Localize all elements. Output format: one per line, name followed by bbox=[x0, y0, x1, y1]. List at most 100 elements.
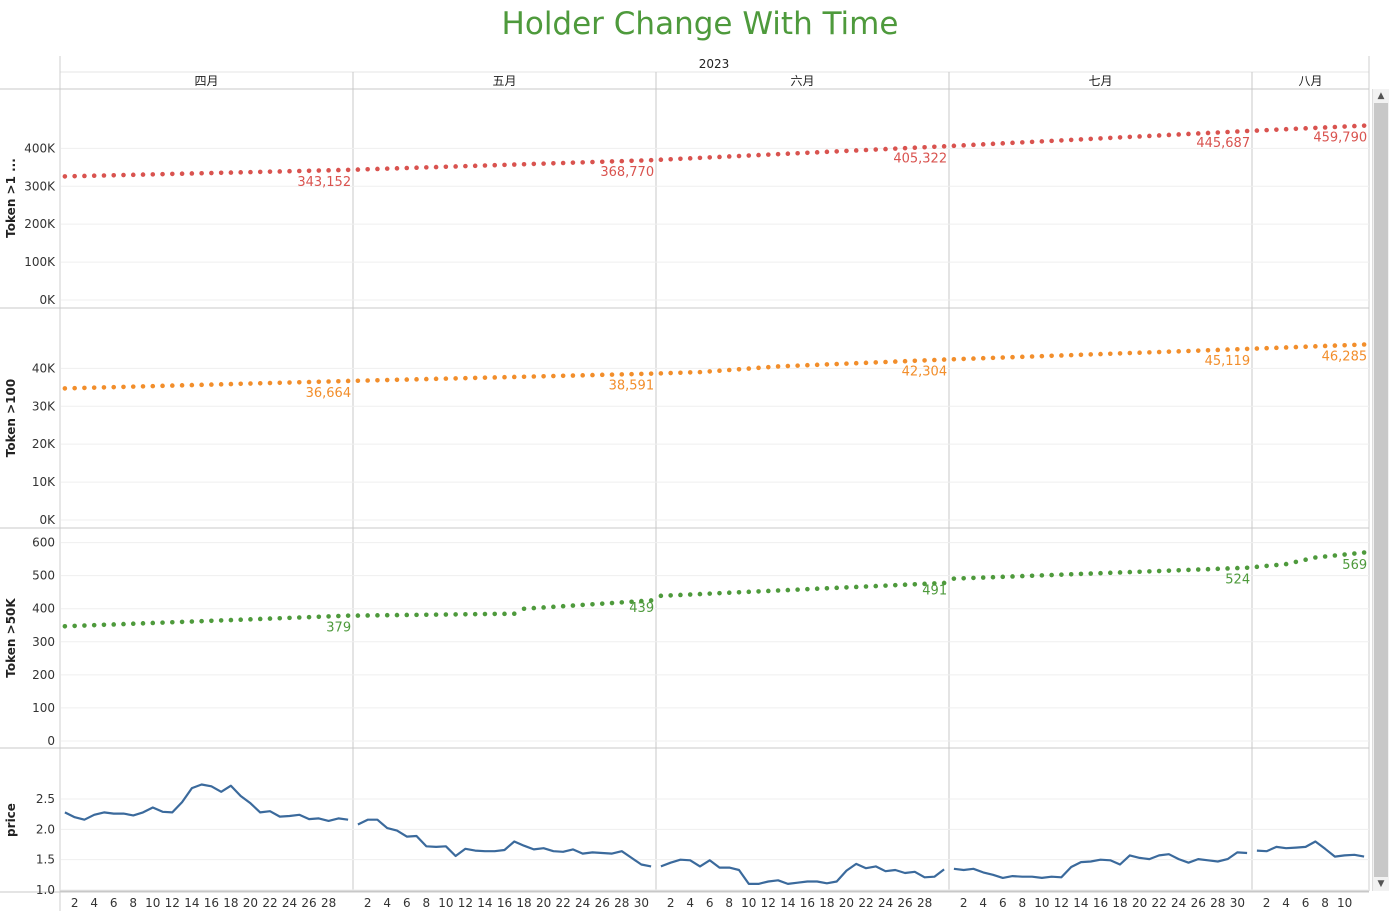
data-point bbox=[1352, 123, 1357, 129]
data-point bbox=[1283, 561, 1289, 567]
y-tick-label: 40K bbox=[32, 361, 56, 375]
data-point bbox=[912, 358, 918, 364]
data-point bbox=[1059, 138, 1064, 143]
data-point bbox=[424, 376, 429, 382]
data-point bbox=[629, 371, 634, 377]
x-tick-label: 14 bbox=[780, 896, 795, 910]
data-point bbox=[785, 151, 791, 157]
data-point bbox=[697, 155, 703, 161]
data-point bbox=[199, 382, 204, 388]
data-point bbox=[375, 613, 380, 618]
data-point bbox=[150, 383, 156, 389]
data-point bbox=[91, 622, 97, 628]
data-point bbox=[531, 161, 537, 167]
data-label: 45,119 bbox=[1205, 354, 1251, 369]
data-point bbox=[590, 372, 595, 378]
data-point bbox=[326, 379, 331, 384]
data-point bbox=[1000, 355, 1006, 360]
data-point bbox=[277, 169, 283, 174]
data-point bbox=[707, 369, 713, 374]
data-point bbox=[1235, 129, 1240, 134]
data-point bbox=[1313, 125, 1318, 131]
data-point bbox=[1274, 345, 1279, 351]
data-point bbox=[1205, 566, 1211, 572]
data-point bbox=[306, 379, 312, 385]
data-point bbox=[971, 575, 976, 581]
data-point bbox=[1195, 348, 1201, 353]
data-point bbox=[1215, 130, 1221, 135]
data-point bbox=[433, 612, 439, 617]
x-tick-label: 16 bbox=[1093, 896, 1108, 910]
data-point bbox=[980, 142, 986, 147]
data-point bbox=[766, 152, 771, 157]
data-point bbox=[834, 361, 839, 367]
x-tick-label: 10 bbox=[145, 896, 160, 910]
data-point bbox=[1049, 353, 1054, 359]
data-point bbox=[580, 373, 585, 378]
data-point bbox=[824, 149, 830, 155]
data-point bbox=[1225, 566, 1230, 571]
y-tick-label: 0 bbox=[47, 734, 55, 748]
data-point bbox=[355, 167, 361, 172]
data-point bbox=[248, 617, 253, 622]
data-point bbox=[179, 171, 185, 177]
data-point bbox=[160, 171, 165, 177]
data-point bbox=[892, 146, 898, 151]
data-point bbox=[1010, 354, 1015, 360]
data-point bbox=[1059, 572, 1064, 577]
y-tick-label: 1.5 bbox=[36, 853, 55, 867]
data-point bbox=[404, 165, 410, 171]
data-point bbox=[1098, 570, 1103, 576]
x-tick-label: 6 bbox=[110, 896, 118, 910]
data-point bbox=[1313, 344, 1318, 349]
data-point bbox=[267, 380, 273, 386]
x-tick-label: 6 bbox=[1302, 896, 1310, 910]
data-point bbox=[101, 622, 107, 628]
data-point bbox=[541, 605, 546, 610]
data-point bbox=[492, 162, 498, 168]
x-tick-label: 2 bbox=[960, 896, 968, 910]
data-point bbox=[687, 370, 693, 375]
scroll-down-icon[interactable]: ▼ bbox=[1377, 879, 1385, 889]
data-point bbox=[375, 166, 380, 172]
data-point bbox=[424, 612, 429, 618]
data-point bbox=[639, 158, 644, 163]
data-point bbox=[1283, 345, 1289, 350]
data-point bbox=[1039, 353, 1045, 359]
data-point bbox=[1137, 569, 1142, 575]
data-point bbox=[824, 585, 830, 591]
x-tick-label: 28 bbox=[321, 896, 336, 910]
data-point bbox=[922, 581, 927, 587]
data-point bbox=[72, 173, 77, 179]
data-point bbox=[502, 611, 507, 617]
data-point bbox=[62, 623, 68, 629]
x-tick-label: 12 bbox=[761, 896, 776, 910]
data-point bbox=[521, 606, 527, 612]
data-point bbox=[726, 154, 732, 159]
scroll-thumb[interactable] bbox=[1374, 103, 1388, 877]
data-point bbox=[746, 589, 752, 595]
data-point bbox=[1156, 349, 1162, 355]
data-point bbox=[404, 377, 410, 382]
data-point bbox=[1342, 552, 1347, 557]
x-tick-label: 6 bbox=[403, 896, 411, 910]
data-point bbox=[785, 587, 791, 593]
data-point bbox=[443, 376, 449, 381]
x-tick-label: 18 bbox=[516, 896, 531, 910]
data-point bbox=[336, 613, 341, 619]
data-point bbox=[1205, 130, 1211, 136]
data-point bbox=[482, 375, 488, 380]
vertical-scrollbar[interactable]: ▲ ▼ bbox=[1372, 89, 1389, 891]
data-point bbox=[1137, 134, 1142, 139]
x-tick-label: 20 bbox=[839, 896, 854, 910]
data-point bbox=[873, 147, 879, 152]
data-point bbox=[814, 150, 820, 155]
data-point bbox=[267, 169, 273, 174]
data-point bbox=[101, 173, 107, 178]
data-point bbox=[1352, 342, 1357, 348]
data-point bbox=[1088, 352, 1094, 357]
data-point bbox=[511, 162, 517, 167]
data-point bbox=[541, 373, 546, 379]
scroll-up-icon[interactable]: ▲ bbox=[1377, 91, 1385, 101]
data-point bbox=[1029, 573, 1035, 579]
